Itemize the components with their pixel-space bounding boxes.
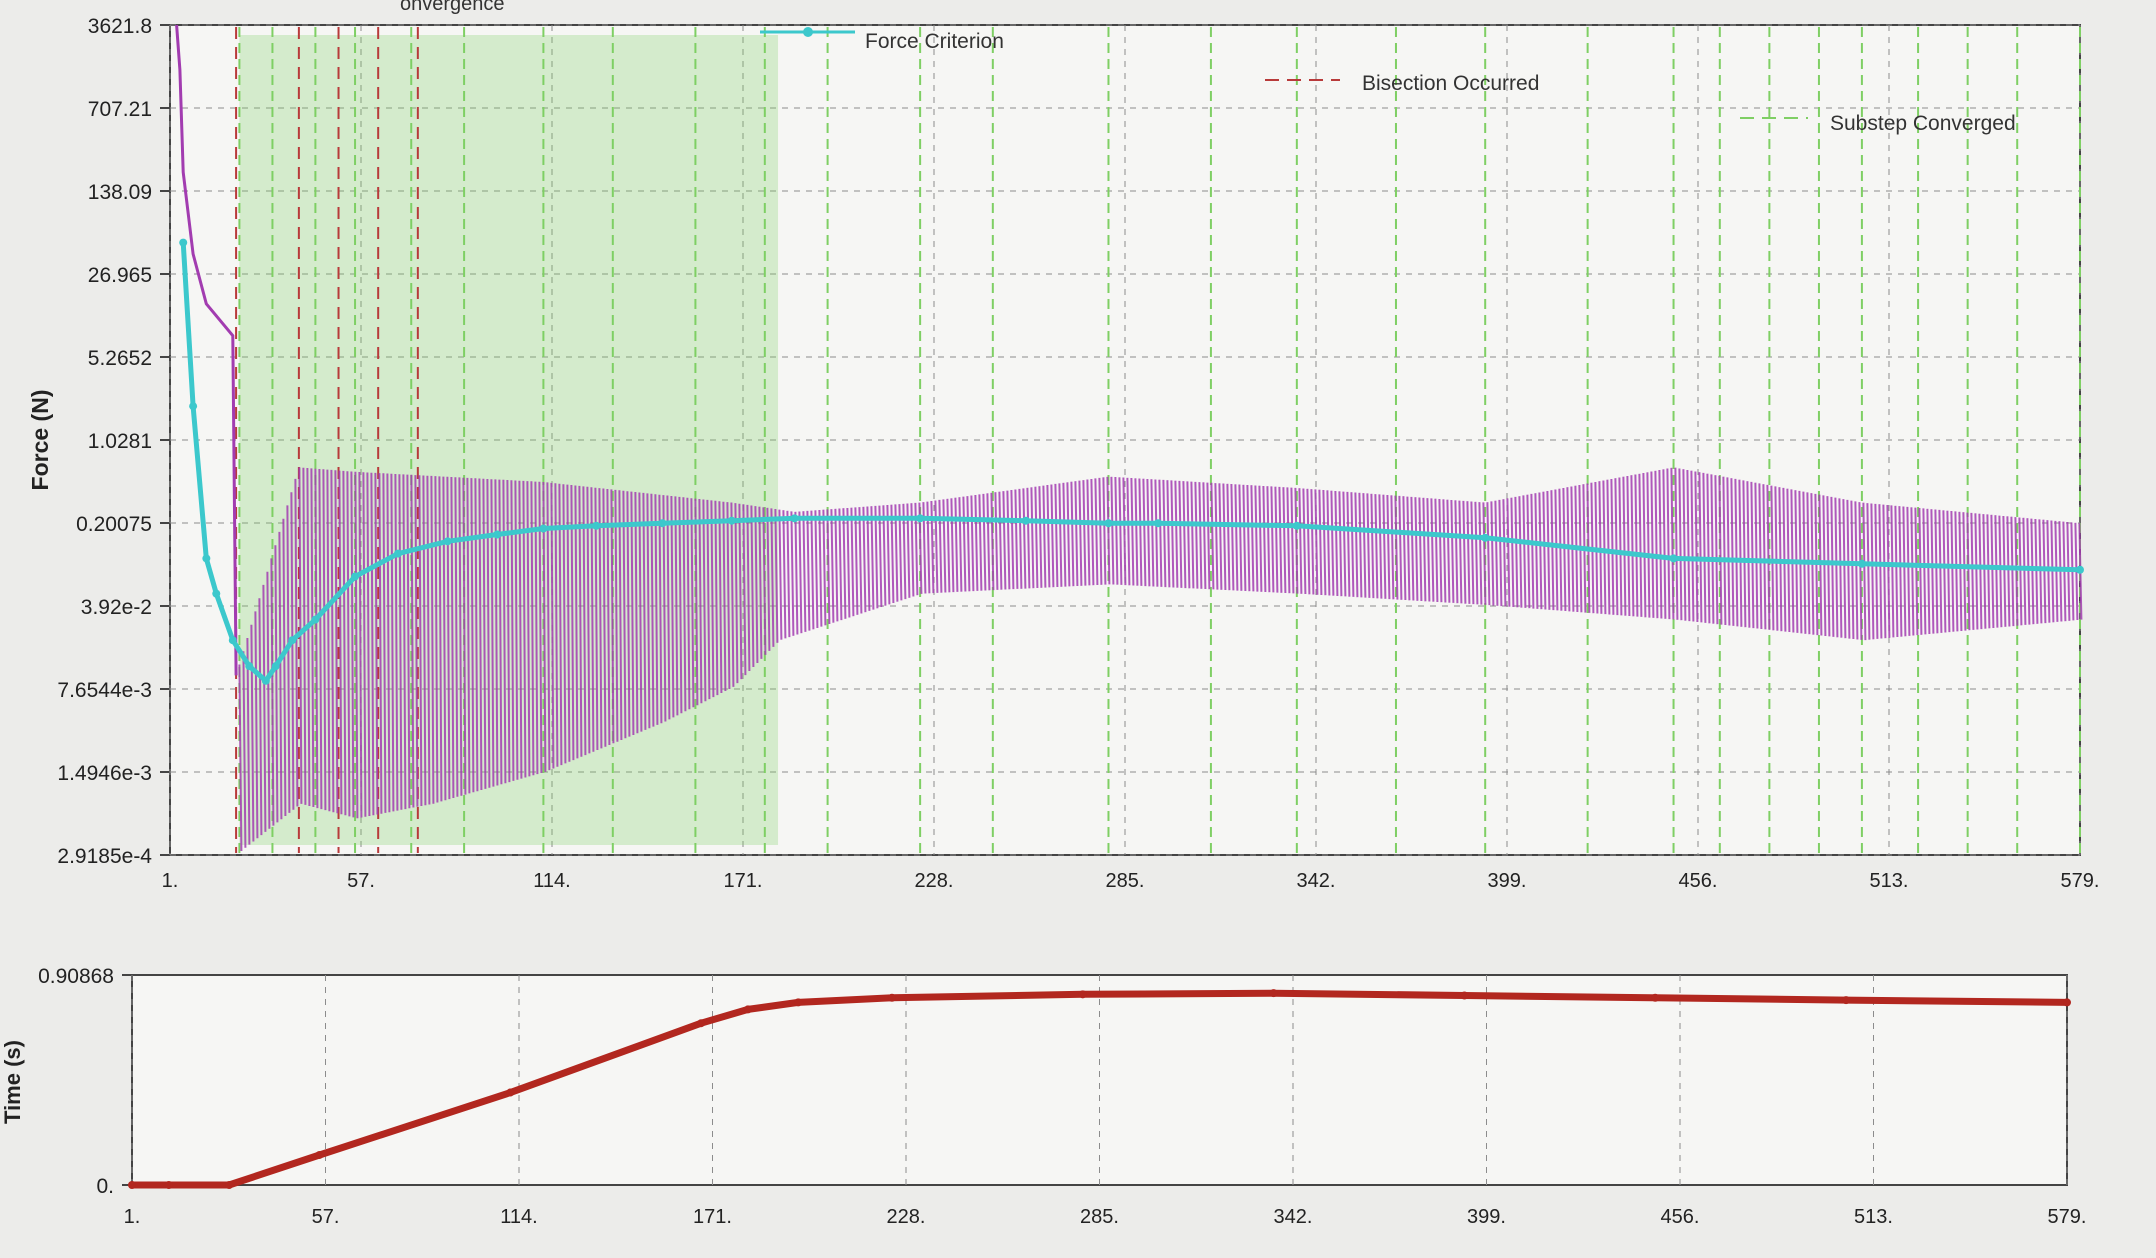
force-criterion-point [1022,517,1030,525]
force-criterion-point [1481,534,1489,542]
force-criterion-point [592,522,600,530]
force-y-tick-label: 1.0281 [88,430,152,453]
force-y-tick-label: 7.6544e-3 [57,679,152,702]
time-x-tick-label: 171. [693,1206,732,1228]
legend-bisection-label: Bisection Occurred [1362,72,1539,95]
force-criterion-point [444,537,452,545]
force-criterion-point [245,662,253,670]
force-x-tick-label: 285. [1106,870,1145,892]
force-criterion-point [493,531,501,539]
force-criterion-point [916,514,924,522]
time-y-tick-label: 0.90868 [38,965,114,988]
force-criterion-point [311,616,319,624]
time-y-axis-label: Time (s) [0,1040,25,1124]
force-y-tick-label: 26.965 [88,264,152,287]
time-point [1842,996,1850,1004]
time-x-tick-label: 342. [1274,1206,1313,1228]
time-point [506,1089,514,1097]
time-x-tick-label: 399. [1467,1206,1506,1228]
legend-substep-label: Substep Converged [1830,112,2016,135]
force-criterion-point [2076,566,2084,574]
time-point [315,1151,323,1159]
force-criterion-point [189,402,197,410]
force-x-tick-label: 579. [2061,870,2100,892]
force-x-tick-label: 456. [1679,870,1718,892]
force-x-tick-label: 513. [1870,870,1909,892]
legend-force-criterion-marker [803,27,813,37]
time-point [794,998,802,1006]
force-criterion-point [179,239,187,247]
force-criterion-point [202,554,210,562]
force-y-tick-label: 3621.8 [88,15,152,38]
time-point [2063,998,2071,1006]
force-x-tick-label: 342. [1297,870,1336,892]
force-criterion-point [539,525,547,533]
force-y-tick-label: 2.9185e-4 [57,845,152,868]
force-criterion-point [1858,560,1866,568]
force-criterion-point [1293,522,1301,530]
time-plot-area [132,975,2067,1185]
time-x-tick-label: 513. [1854,1206,1893,1228]
time-x-tick-label: 228. [887,1206,926,1228]
time-x-tick-label: 579. [2048,1206,2087,1228]
force-convergence-chart: onvergence 3621.8 707.21 138.09 26.965 5.265… [27,0,2099,892]
force-y-tick-label: 5.2652 [88,347,152,370]
force-x-tick-label: 228. [915,870,954,892]
time-x-tick-label: 456. [1661,1206,1700,1228]
force-criterion-point [288,636,296,644]
time-y-tick-label: 0. [96,1175,114,1198]
time-x-tick-label: 1. [124,1206,141,1228]
time-point [697,1019,705,1027]
force-x-tick-label: 399. [1488,870,1527,892]
force-x-tick-label: 171. [724,870,763,892]
force-criterion-point [212,590,220,598]
time-point [1079,990,1087,998]
time-x-tick-label: 285. [1080,1206,1119,1228]
time-point [225,1181,233,1189]
chart-title-fragment: onvergence [400,0,505,15]
force-criterion-point [1670,554,1678,562]
force-y-tick-label: 707.21 [88,98,152,121]
time-point [888,994,896,1002]
time-point [128,1181,136,1189]
force-criterion-point [394,550,402,558]
force-y-axis-label: Force (N) [27,390,53,491]
force-criterion-point [791,514,799,522]
force-y-tick-label: 138.09 [88,181,152,204]
force-criterion-point [728,517,736,525]
time-x-tick-label: 57. [312,1206,340,1228]
force-criterion-point [262,677,270,685]
time-point [1270,989,1278,997]
time-point [165,1181,173,1189]
force-criterion-point [272,662,280,670]
force-x-tick-label: 57. [347,870,375,892]
time-point [1460,991,1468,999]
force-criterion-point [1104,519,1112,527]
force-y-tick-label: 0.20075 [76,513,152,536]
force-criterion-point [658,519,666,527]
time-point [744,1005,752,1013]
legend-force-criterion-label: Force Criterion [865,30,1004,53]
time-point [1651,994,1659,1002]
force-y-tick-label: 1.4946e-3 [57,762,152,785]
force-x-tick-label: 1. [162,870,179,892]
force-criterion-point [351,573,359,581]
force-y-tick-label: 3.92e-2 [81,596,152,619]
time-x-tick-label: 114. [500,1206,537,1228]
force-criterion-point [229,636,237,644]
force-x-tick-label: 114. [533,870,570,892]
force-criterion-point [1154,519,1162,527]
